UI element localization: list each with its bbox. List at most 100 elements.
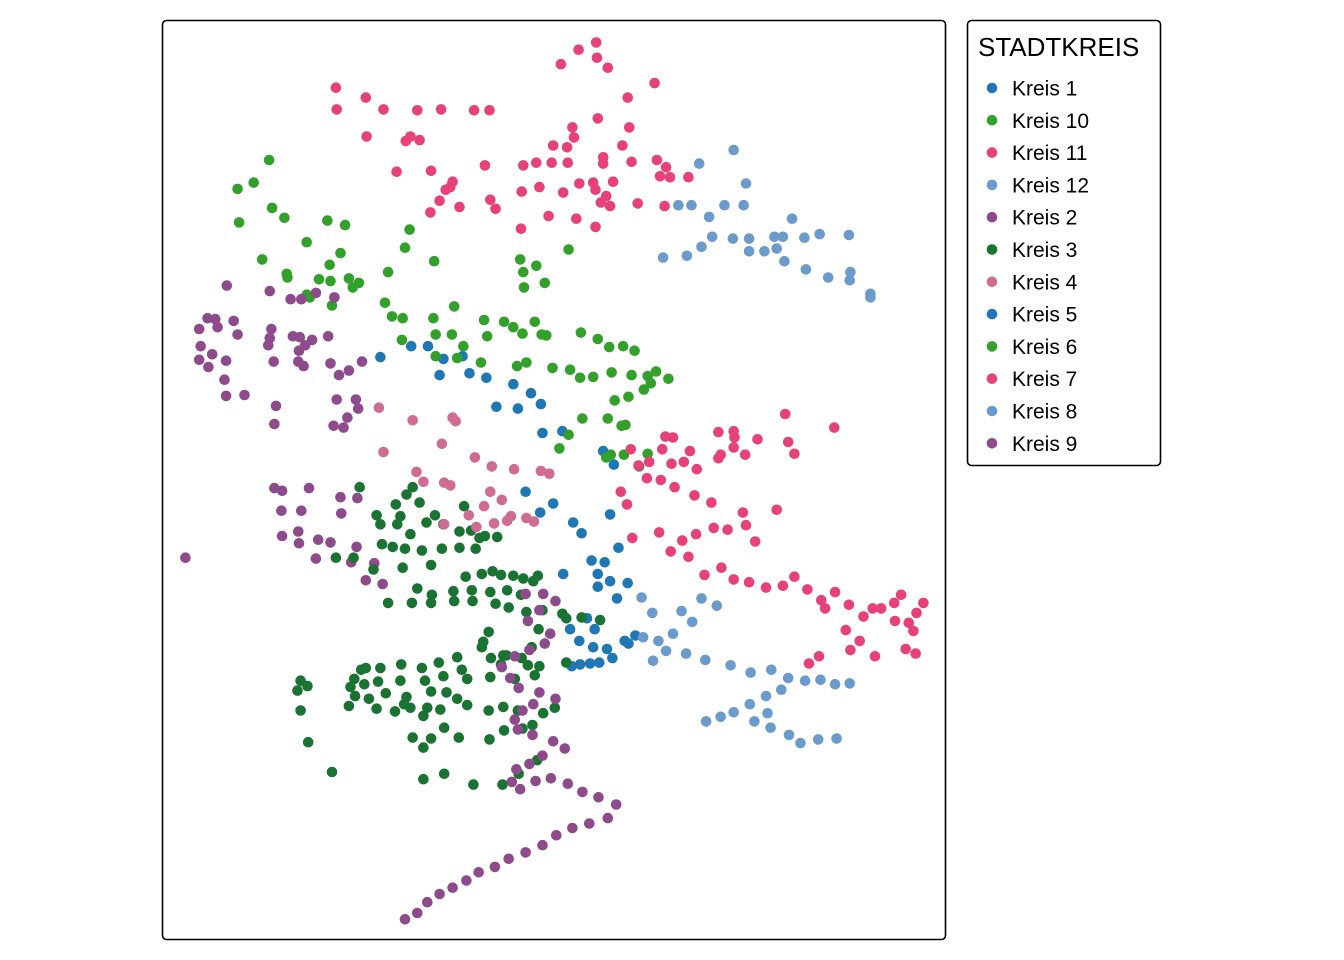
data-point <box>819 603 831 614</box>
data-point <box>815 674 826 686</box>
data-point <box>448 585 459 597</box>
data-point <box>729 432 740 443</box>
data-point <box>506 776 518 788</box>
data-point <box>543 210 554 222</box>
data-point <box>660 645 672 657</box>
series-kreis-5 <box>375 340 620 470</box>
data-point <box>590 37 602 48</box>
legend-item: Kreis 1 <box>986 78 1077 101</box>
data-point <box>399 914 411 925</box>
data-point <box>491 531 503 543</box>
data-point <box>643 456 655 468</box>
data-point <box>738 199 749 211</box>
data-point <box>534 181 545 193</box>
data-point <box>343 700 355 712</box>
data-point <box>454 542 465 554</box>
data-point <box>703 211 715 223</box>
data-point <box>428 312 439 324</box>
data-point <box>412 105 423 116</box>
legend-marker <box>986 115 998 126</box>
legend-label: Kreis 11 <box>1012 142 1087 165</box>
data-point <box>508 321 519 333</box>
data-point <box>347 282 359 293</box>
plot-frame <box>161 19 947 941</box>
data-point <box>483 626 495 638</box>
data-point <box>783 729 795 741</box>
legend-item: Kreis 4 <box>986 271 1078 294</box>
data-point <box>539 277 551 289</box>
data-point <box>496 661 508 673</box>
data-point <box>359 679 370 690</box>
data-point <box>466 585 478 596</box>
data-point <box>829 422 840 433</box>
data-point <box>760 690 772 702</box>
data-point <box>666 458 677 470</box>
data-point <box>649 77 660 89</box>
data-point <box>653 635 664 647</box>
data-point <box>331 104 343 115</box>
data-point <box>373 402 385 414</box>
data-point <box>303 482 315 494</box>
data-point <box>727 233 739 244</box>
legend-item: Kreis 3 <box>986 239 1077 262</box>
data-point <box>422 896 433 908</box>
data-point <box>501 650 512 661</box>
data-point <box>407 415 419 426</box>
data-point <box>508 570 519 582</box>
data-point <box>485 194 496 206</box>
data-point <box>829 586 841 598</box>
data-point <box>434 195 445 206</box>
legend-item: Kreis 10 <box>986 110 1089 133</box>
data-point <box>504 672 516 684</box>
legend-item: Kreis 7 <box>986 368 1077 391</box>
data-point <box>684 445 696 457</box>
data-point <box>239 389 250 401</box>
data-point <box>584 818 595 829</box>
data-point <box>845 266 856 278</box>
data-point <box>349 673 360 685</box>
data-point <box>744 698 756 710</box>
data-point <box>843 599 855 611</box>
data-point <box>476 568 488 580</box>
data-point <box>399 543 411 554</box>
data-point <box>740 519 752 531</box>
legend-marker <box>986 82 998 94</box>
data-point <box>495 569 507 581</box>
data-point <box>399 242 411 253</box>
data-point <box>193 354 205 366</box>
data-point <box>577 413 588 424</box>
data-point <box>592 568 604 580</box>
data-point <box>667 432 679 443</box>
data-point <box>525 387 537 399</box>
data-point <box>425 165 437 177</box>
data-point <box>610 799 622 810</box>
data-point <box>800 264 812 275</box>
data-point <box>749 536 761 547</box>
data-point <box>396 334 408 346</box>
data-point <box>561 657 572 668</box>
data-point <box>749 716 760 727</box>
data-point <box>447 412 458 423</box>
data-point <box>858 611 869 622</box>
data-point <box>669 481 680 493</box>
data-point <box>478 500 490 512</box>
data-point <box>633 460 644 471</box>
data-point <box>779 255 790 267</box>
data-point <box>771 504 782 516</box>
data-point <box>829 679 841 690</box>
data-point <box>844 274 855 286</box>
data-point <box>464 368 475 379</box>
data-point <box>498 701 509 713</box>
data-point <box>481 331 493 342</box>
legend-marker <box>986 308 998 320</box>
data-point <box>508 378 519 390</box>
data-point <box>574 372 586 384</box>
data-point <box>382 266 394 278</box>
data-point <box>361 131 372 142</box>
data-point <box>527 719 538 731</box>
data-point <box>453 732 465 743</box>
data-point <box>233 217 245 228</box>
data-point <box>592 113 604 124</box>
data-point <box>287 331 299 342</box>
